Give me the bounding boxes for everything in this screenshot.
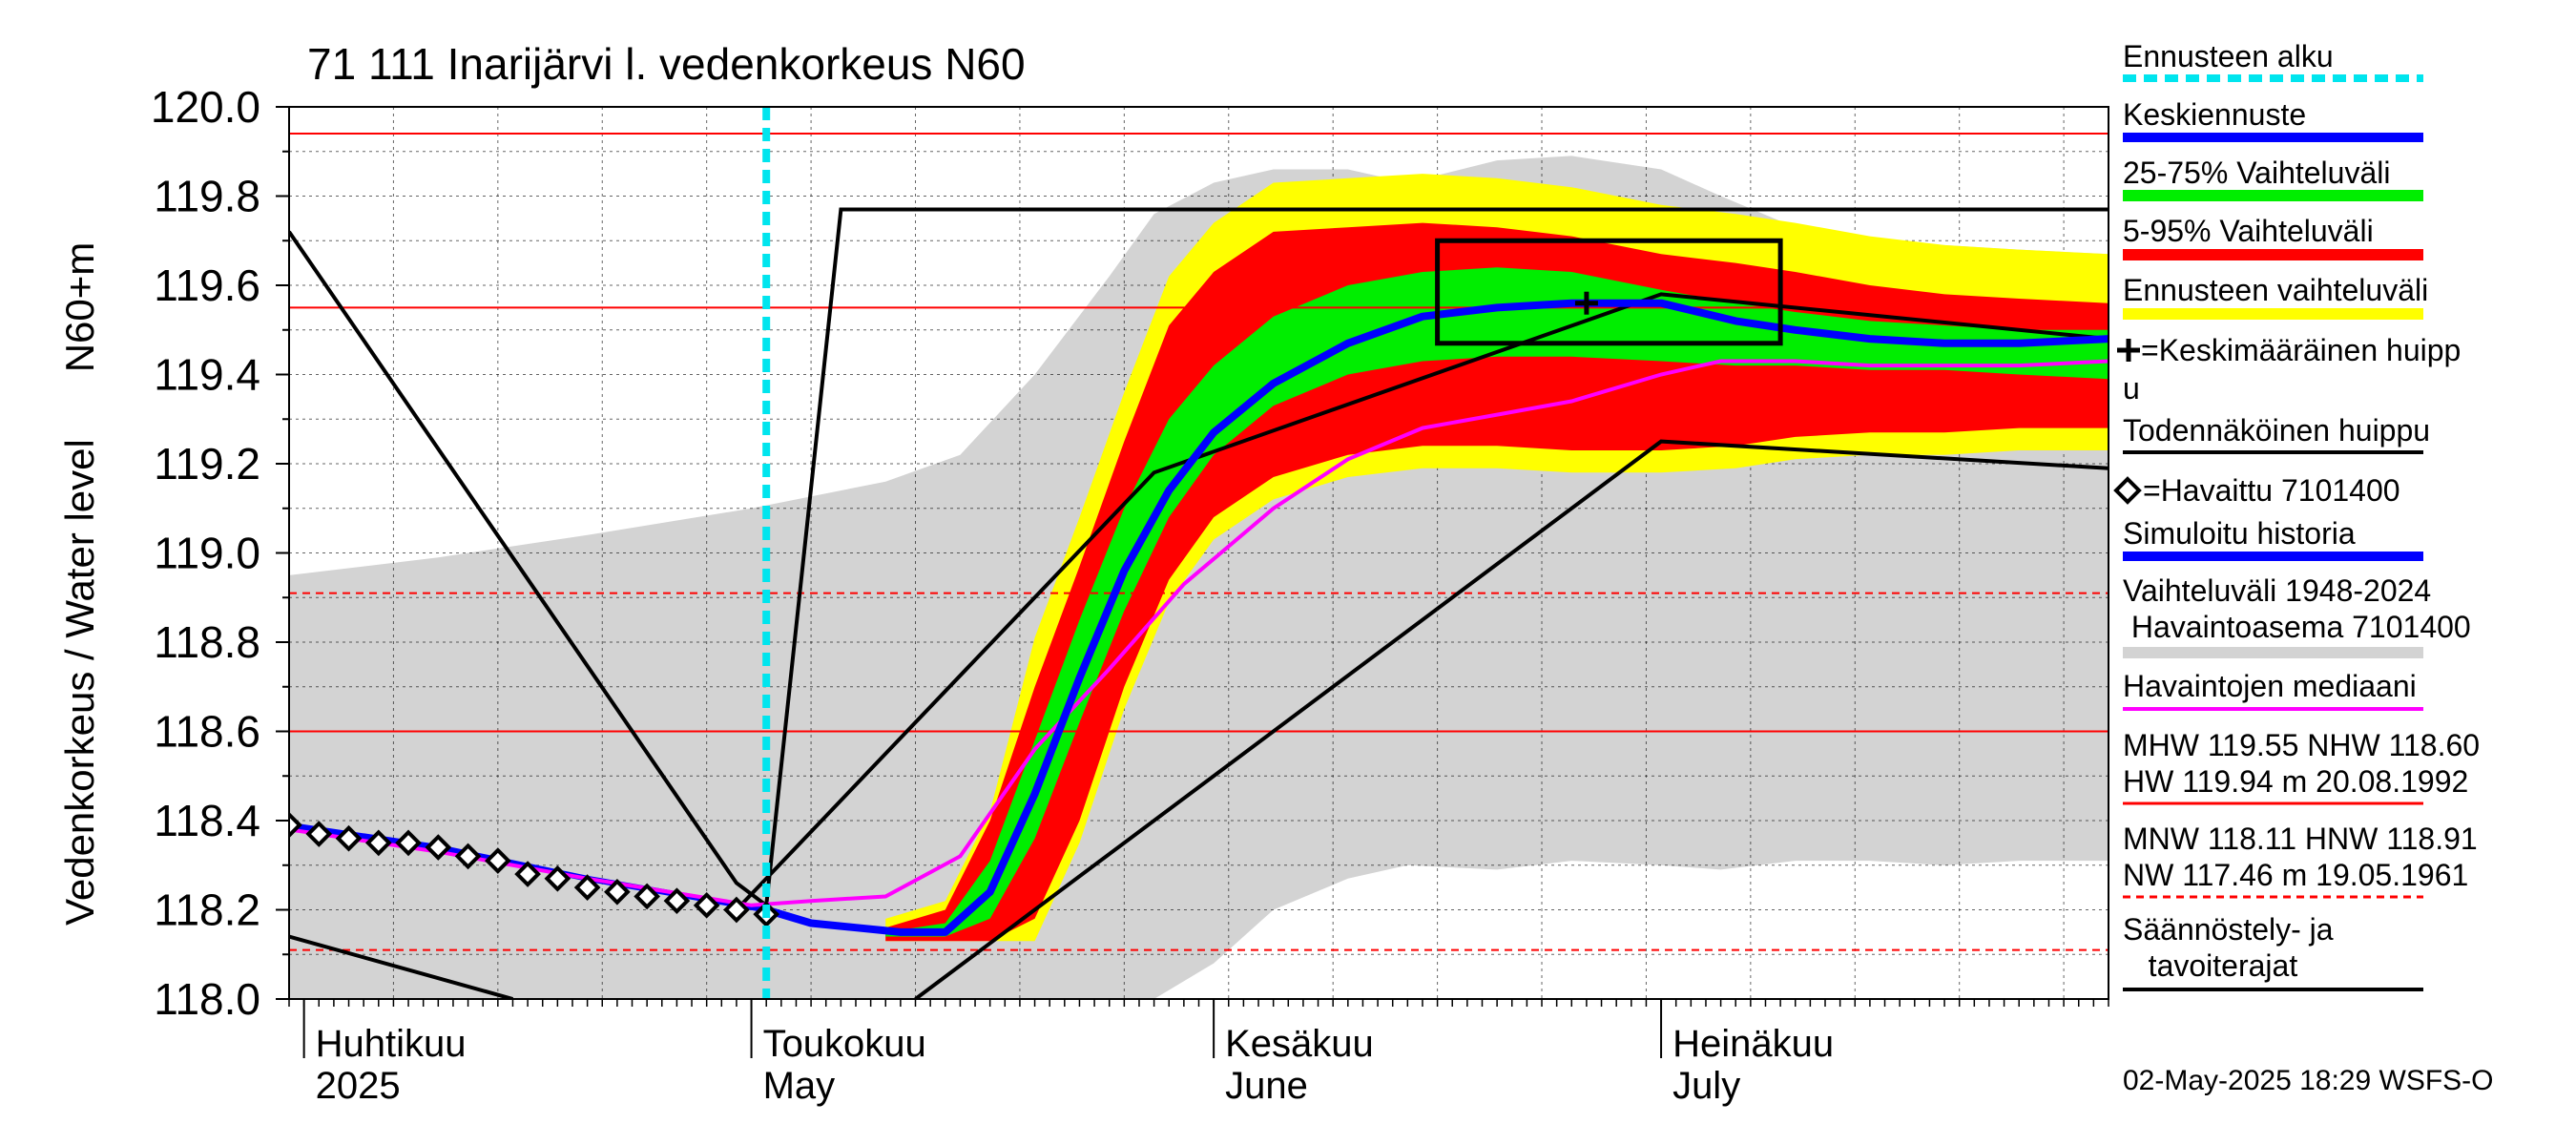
- y-axis-label-unit: N60+m: [57, 242, 102, 373]
- legend-forecast-start-label: Ennusteen alku: [2123, 39, 2334, 73]
- x-month-sublabel: July: [1672, 1065, 1740, 1107]
- regulation-limit-line-4: [914, 439, 2109, 999]
- y-tick-label: 118.2: [154, 885, 260, 935]
- observed-point: [289, 811, 302, 839]
- legend-regulation-label: Säännöstely- ja: [2123, 912, 2334, 947]
- legend-observed-label: =Havaittu 7101400: [2143, 473, 2400, 508]
- legend-hw-record-label: HW 119.94 m 20.08.1992: [2123, 764, 2468, 799]
- median-line: [289, 359, 2109, 907]
- legend-mean-peak-icon: [2117, 339, 2140, 362]
- legend-hw-label: MHW 119.55 NHW 118.60: [2123, 728, 2480, 762]
- observed-point: [514, 861, 541, 887]
- x-month-sublabel: May: [763, 1065, 836, 1107]
- observed-point: [693, 891, 720, 919]
- legend-regulation-label-cont: tavoiterajat: [2123, 948, 2297, 983]
- observed-point: [454, 843, 482, 870]
- legend-mean-peak-label: =Keskimääräinen huipp: [2141, 333, 2461, 367]
- observed-point: [663, 887, 691, 914]
- legend-nw-record-label: NW 117.46 m 19.05.1961: [2123, 858, 2468, 892]
- legend-nw-label: MNW 118.11 HNW 118.91: [2123, 822, 2478, 856]
- chart-title: 71 111 Inarijärvi l. vedenkorkeus N60: [307, 39, 1026, 89]
- observed-point: [485, 847, 511, 874]
- legend-forecast-range-label: Ennusteen vaihteluväli: [2123, 273, 2428, 307]
- y-tick-label: 118.4: [154, 796, 260, 845]
- legend-probable-peak-label: Todennäköinen huippu: [2123, 413, 2430, 448]
- x-month-sublabel: June: [1225, 1065, 1308, 1107]
- observed-point: [723, 896, 750, 924]
- mean-forecast-line: [765, 299, 2109, 936]
- observed-point: [544, 864, 571, 892]
- y-axis-label: Vedenkorkeus / Water level: [57, 439, 102, 926]
- observed-point: [395, 829, 422, 857]
- observed-point: [604, 878, 631, 906]
- reference-lines: [289, 133, 2109, 951]
- observed-point: [634, 883, 660, 910]
- band-25-75: [885, 267, 2109, 937]
- observed-points: [289, 811, 780, 928]
- legend-band-25-75-label: 25-75% Vaihteluväli: [2123, 156, 2390, 190]
- legend: Ennusteen alku Keskiennuste 25-75% Vaiht…: [2113, 39, 2480, 991]
- legend-range-label: Vaihteluväli 1948-2024: [2123, 573, 2431, 608]
- y-tick-label: 120.0: [151, 82, 260, 132]
- y-tick-label: 119.0: [154, 529, 260, 578]
- y-tick-label: 118.8: [154, 617, 260, 667]
- observed-point: [364, 829, 392, 857]
- legend-simulated-label: Simuloitu historia: [2123, 516, 2356, 551]
- observed-point: [573, 874, 601, 901]
- x-month-label: Kesäkuu: [1225, 1023, 1374, 1065]
- legend-band-5-95-label: 5-95% Vaihteluväli: [2123, 214, 2374, 248]
- legend-mean-peak-label-cont: u: [2123, 371, 2140, 406]
- legend-median-label: Havaintojen mediaani: [2123, 669, 2417, 703]
- legend-mean-forecast-label: Keskiennuste: [2123, 97, 2306, 132]
- y-axis: 118.0 118.2 118.4 118.6 118.8 119.0 119.2 119.4…: [151, 82, 289, 1024]
- legend-observed-diamond-icon: [2113, 476, 2142, 505]
- observed-point: [425, 834, 452, 861]
- mean-peak-marker: [1574, 291, 1598, 315]
- x-month-label: Heinäkuu: [1672, 1023, 1834, 1065]
- regulation-limit-line-2: [289, 934, 514, 999]
- plot-area: [289, 107, 2109, 999]
- regulation-limit-line-3: [735, 292, 2109, 911]
- x-month-sublabel: 2025: [316, 1065, 401, 1107]
- observed-point: [305, 821, 333, 847]
- y-tick-label: 119.8: [154, 172, 260, 221]
- y-tick-label: 119.4: [154, 350, 260, 400]
- legend-range-station-label: Havaintoasema 7101400: [2123, 610, 2471, 644]
- x-month-label: Huhtikuu: [316, 1023, 467, 1065]
- y-tick-label: 119.2: [154, 439, 260, 489]
- probable-peak-box: [1435, 238, 1783, 346]
- x-month-label: Toukokuu: [763, 1023, 926, 1065]
- observed-point: [335, 824, 363, 852]
- y-tick-label: 118.0: [154, 974, 260, 1024]
- timestamp: 02-May-2025 18:29 WSFS-O: [2123, 1065, 2494, 1096]
- y-tick-label: 118.6: [154, 707, 260, 757]
- y-tick-label: 119.6: [154, 260, 260, 310]
